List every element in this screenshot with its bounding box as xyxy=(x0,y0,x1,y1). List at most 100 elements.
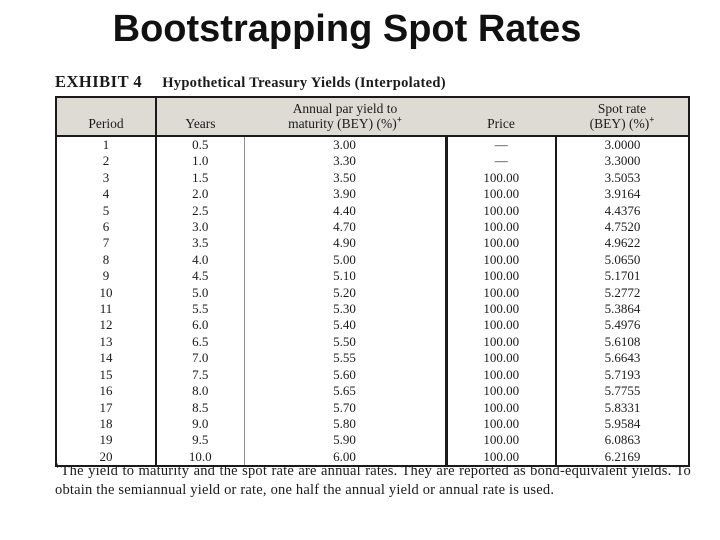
col-header-years-label: Years xyxy=(185,116,216,131)
cell-par-yield: 5.50 xyxy=(244,333,448,351)
table-row: 20 10.0 6.00 100.00 6.2169 xyxy=(56,448,689,467)
cell-years: 9.0 xyxy=(156,415,245,433)
table-row: 1 0.5 3.00 — 3.0000 xyxy=(56,136,689,154)
table-row: 8 4.0 5.00 100.00 5.0650 xyxy=(56,251,689,269)
cell-price: 100.00 xyxy=(446,251,557,269)
cell-spot-rate: 3.9164 xyxy=(604,186,641,202)
cell-price: 100.00 xyxy=(446,399,557,416)
cell-spot-rate: 5.1701 xyxy=(604,268,641,284)
col-header-price-label: Price xyxy=(487,116,515,131)
footnote-text: The yield to maturity and the spot rate … xyxy=(55,463,691,498)
exhibit-caption: Hypothetical Treasury Yields (Interpolat… xyxy=(162,75,446,91)
cell-par-yield: 5.10 xyxy=(244,268,448,285)
table-row: 7 3.5 4.90 100.00 4.9622 xyxy=(56,235,689,252)
cell-spot-rate: 3.5053 xyxy=(604,169,641,185)
table-header-row: Period Years Annual par yield to maturit… xyxy=(56,96,689,137)
table-row: 16 8.0 5.65 100.00 5.7755 xyxy=(56,383,689,400)
cell-years: 3.5 xyxy=(156,235,245,252)
table-row: 13 6.5 5.50 100.00 5.6108 xyxy=(56,333,689,351)
cell-years: 1.0 xyxy=(156,153,245,170)
footnote: +The yield to maturity and the spot rate… xyxy=(55,462,691,499)
table-row: 4 2.0 3.90 100.00 3.9164 xyxy=(56,186,689,203)
cell-price: 100.00 xyxy=(446,169,557,187)
col-header-years: Years xyxy=(156,96,244,137)
superscript-plus: + xyxy=(649,114,655,125)
cell-years: 2.0 xyxy=(156,186,245,203)
cell-period: 18 xyxy=(56,415,157,433)
cell-period: 11 xyxy=(56,301,157,318)
cell-period: 20 xyxy=(56,448,157,467)
cell-spot-rate: 4.9622 xyxy=(604,235,641,251)
cell-spot-rate: 5.0650 xyxy=(604,251,641,267)
cell-spot-rate: 5.4976 xyxy=(604,317,641,333)
cell-spot-rate: 5.9584 xyxy=(604,415,641,431)
cell-years: 1.5 xyxy=(156,169,245,187)
col-header-par-yield-line2: maturity (BEY) (%)+ xyxy=(288,114,402,131)
col-header-par-yield: Annual par yield to maturity (BEY) (%)+ xyxy=(244,96,446,137)
table-row: 11 5.5 5.30 100.00 5.3864 xyxy=(56,301,689,318)
cell-spot-rate: 3.3000 xyxy=(604,153,641,169)
cell-years: 9.5 xyxy=(156,432,245,449)
cell-par-yield: 5.00 xyxy=(244,251,448,269)
cell-years: 5.0 xyxy=(156,284,245,302)
cell-price: 100.00 xyxy=(446,366,557,384)
table-body: 1 0.5 3.00 — 3.0000 2 1.0 3.30 — 3.3000 … xyxy=(56,136,689,467)
cell-period: 6 xyxy=(56,219,157,236)
cell-price: 100.00 xyxy=(446,284,557,302)
cell-price: 100.00 xyxy=(446,415,557,433)
cell-period: 13 xyxy=(56,333,157,351)
cell-par-yield: 5.90 xyxy=(244,432,448,449)
cell-years: 7.0 xyxy=(156,350,245,367)
cell-years: 8.5 xyxy=(156,399,245,416)
cell-spot-rate: 5.7755 xyxy=(604,383,641,399)
col-header-period-label: Period xyxy=(88,116,124,131)
cell-period: 1 xyxy=(56,136,157,154)
cell-par-yield: 5.55 xyxy=(244,350,448,367)
cell-years: 8.0 xyxy=(156,383,245,400)
cell-price: — xyxy=(446,136,557,154)
cell-par-yield: 5.70 xyxy=(244,399,448,416)
cell-par-yield: 5.30 xyxy=(244,301,448,318)
cell-par-yield: 5.20 xyxy=(244,284,448,302)
cell-price: 100.00 xyxy=(446,219,557,236)
cell-spot-rate: 4.4376 xyxy=(604,202,641,218)
cell-price: 100.00 xyxy=(446,448,557,467)
cell-par-yield: 5.80 xyxy=(244,415,448,433)
table-row: 15 7.5 5.60 100.00 5.7193 xyxy=(56,366,689,384)
col-header-period: Period xyxy=(56,96,157,137)
cell-period: 5 xyxy=(56,202,157,220)
table-row: 18 9.0 5.80 100.00 5.9584 xyxy=(56,415,689,433)
cell-period: 4 xyxy=(56,186,157,203)
table-row: 2 1.0 3.30 — 3.3000 xyxy=(56,153,689,170)
cell-price: 100.00 xyxy=(446,432,557,449)
cell-years: 6.5 xyxy=(156,333,245,351)
cell-par-yield: 5.65 xyxy=(244,383,448,400)
cell-par-yield: 4.70 xyxy=(244,219,448,236)
table-header: Period Years Annual par yield to maturit… xyxy=(56,96,689,137)
table-row: 3 1.5 3.50 100.00 3.5053 xyxy=(56,169,689,187)
cell-price: 100.00 xyxy=(446,268,557,285)
superscript-plus: + xyxy=(396,114,402,125)
cell-par-yield: 4.40 xyxy=(244,202,448,220)
table-row: 9 4.5 5.10 100.00 5.1701 xyxy=(56,268,689,285)
col-header-par-yield-line1: Annual par yield to xyxy=(292,101,398,116)
cell-price: 100.00 xyxy=(446,202,557,220)
cell-spot-rate: 5.6643 xyxy=(604,350,641,366)
cell-years: 4.0 xyxy=(156,251,245,269)
table-row: 10 5.0 5.20 100.00 5.2772 xyxy=(56,284,689,302)
cell-par-yield: 3.30 xyxy=(244,153,448,170)
cell-price: 100.00 xyxy=(446,317,557,334)
cell-spot-rate: 4.7520 xyxy=(604,219,641,235)
cell-par-yield: 3.00 xyxy=(244,136,448,154)
footnote-plus-marker: + xyxy=(55,462,61,473)
cell-spot-rate: 3.0000 xyxy=(604,137,641,152)
exhibit-heading: EXHIBIT 4 Hypothetical Treasury Yields (… xyxy=(55,72,446,92)
cell-price: 100.00 xyxy=(446,235,557,252)
cell-spot-rate: 5.3864 xyxy=(604,301,641,317)
cell-spot-rate: 5.7193 xyxy=(604,366,641,382)
slide-title: Bootstrapping Spot Rates xyxy=(112,8,582,50)
cell-spot-rate: 5.2772 xyxy=(604,284,641,300)
cell-price: 100.00 xyxy=(446,333,557,351)
cell-period: 14 xyxy=(56,350,157,367)
table-row: 6 3.0 4.70 100.00 4.7520 xyxy=(56,219,689,236)
